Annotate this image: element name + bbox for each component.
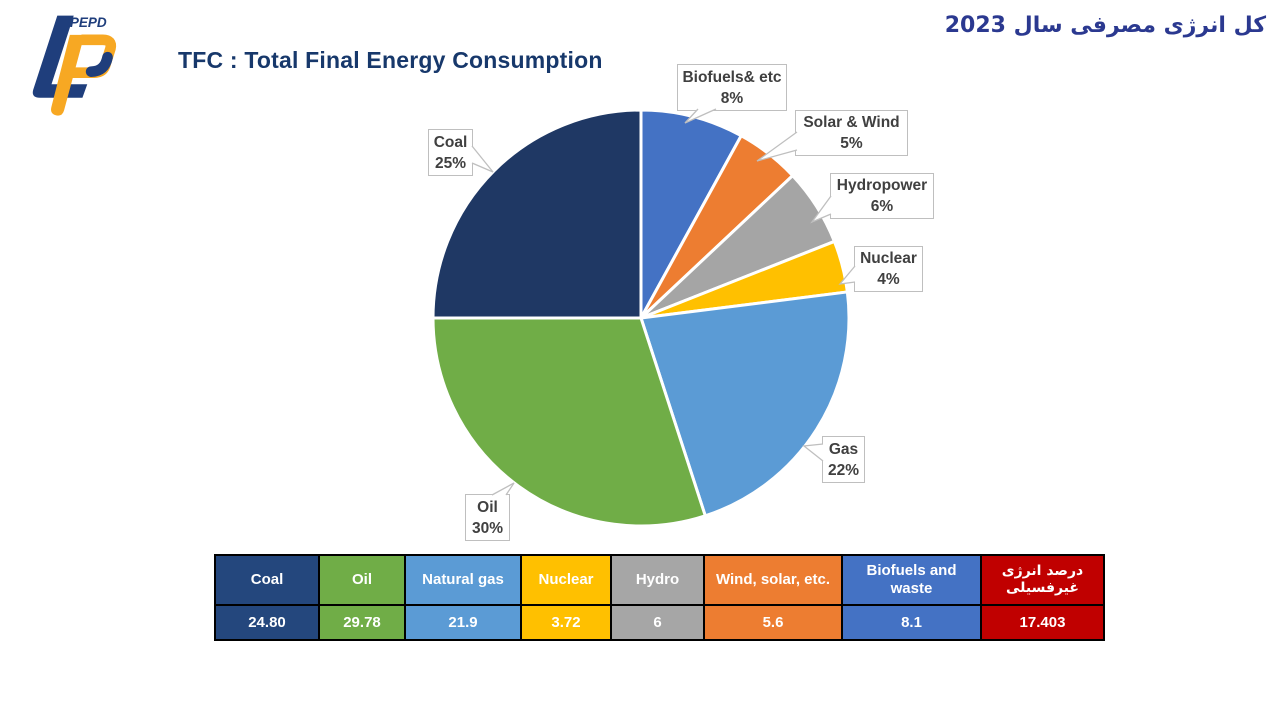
callout-coal-pct: 25% <box>434 154 467 172</box>
callout-gas-label: Gas <box>828 440 859 458</box>
table-value-row: 24.80 29.78 21.9 3.72 6 5.6 8.1 17.403 <box>214 604 1105 641</box>
callout-gas: Gas 22% <box>822 436 865 483</box>
callout-gas-pct: 22% <box>827 461 860 479</box>
callout-nuclear-label: Nuclear <box>860 250 917 267</box>
pepd-logo: PEPD <box>32 15 117 116</box>
callout-hydropower: Hydropower 6% <box>830 173 934 219</box>
callout-hydro-pct: 6% <box>870 198 894 215</box>
header-hydro: Hydro <box>610 554 705 606</box>
header-oil: Oil <box>318 554 406 606</box>
pie-slice-oil <box>431 316 707 528</box>
callout-hydro-label: Hydropower <box>836 177 928 194</box>
header-biofuels-waste: Biofuels and waste <box>841 554 982 606</box>
header-nonfossil-share: درصد انرژی غیرفسیلی <box>980 554 1105 606</box>
persian-heading: کل انرژی مصرفی سال 2023 <box>944 13 1266 38</box>
header-coal: Coal <box>214 554 320 606</box>
callout-nuclear-pct: 4% <box>877 271 900 288</box>
logo-blue-l-shape <box>32 15 88 98</box>
energy-data-table: Coal Oil Natural gas Nuclear Hydro Wind,… <box>214 554 1105 641</box>
table-header-row: Coal Oil Natural gas Nuclear Hydro Wind,… <box>214 554 1105 606</box>
header-nuclear: Nuclear <box>520 554 612 606</box>
value-wind-solar: 5.6 <box>703 604 843 641</box>
callout-nuclear: Nuclear 4% <box>854 246 923 292</box>
value-natural-gas: 21.9 <box>404 604 522 641</box>
value-biofuels-waste: 8.1 <box>841 604 982 641</box>
logo-orange-p-stem <box>51 34 85 116</box>
pie-slice-gas <box>639 290 851 518</box>
callout-coal-label: Coal <box>433 133 468 151</box>
callout-oil-pct: 30% <box>471 519 504 537</box>
callout-coal: Coal 25% <box>428 129 473 176</box>
logo-blue-bowl-corner <box>85 51 113 77</box>
value-nonfossil-share: 17.403 <box>980 604 1105 641</box>
callout-biofuels-label: Biofuels& etc <box>682 68 782 86</box>
value-oil: 29.78 <box>318 604 406 641</box>
callout-oil: Oil 30% <box>465 494 510 541</box>
callout-biofuels-pct: 8% <box>720 89 744 107</box>
pie-slice-coal <box>431 108 643 320</box>
callout-solar-wind: Solar & Wind 5% <box>795 110 908 156</box>
callout-solar-label: Solar & Wind <box>803 114 900 131</box>
callout-solar-pct: 5% <box>840 135 863 152</box>
callout-oil-label: Oil <box>477 498 498 516</box>
value-nuclear: 3.72 <box>520 604 612 641</box>
page-title: TFC : Total Final Energy Consumption <box>178 47 603 73</box>
header-natural-gas: Natural gas <box>404 554 522 606</box>
callout-biofuels: Biofuels& etc 8% <box>677 64 787 111</box>
value-coal: 24.80 <box>214 604 320 641</box>
logo-text: PEPD <box>70 15 107 30</box>
header-wind-solar: Wind, solar, etc. <box>703 554 843 606</box>
value-hydro: 6 <box>610 604 705 641</box>
